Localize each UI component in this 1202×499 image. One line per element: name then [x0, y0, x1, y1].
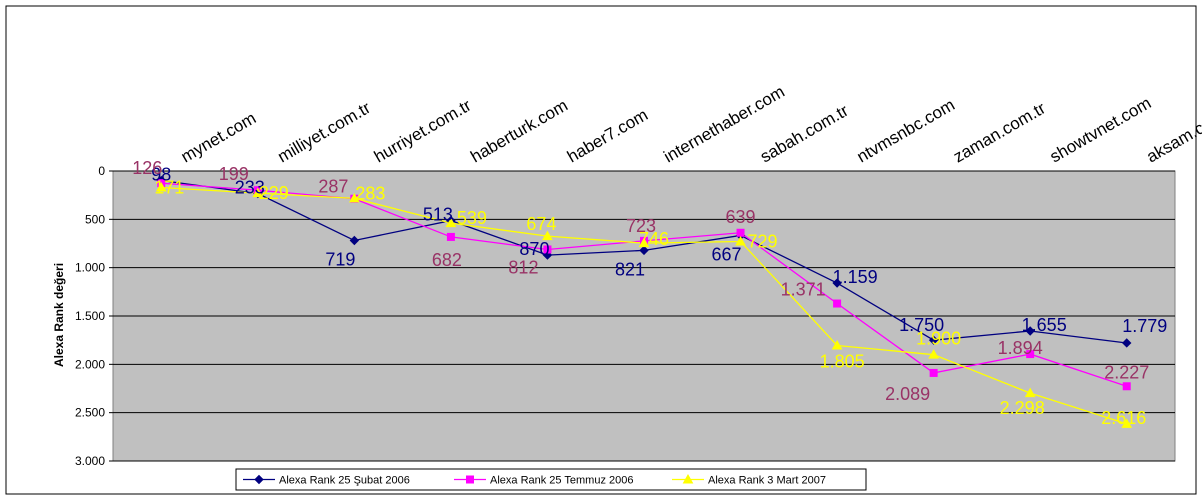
data-point: [543, 245, 552, 254]
data-label: 821: [615, 259, 645, 279]
data-point: [349, 235, 360, 246]
y-tick-label: 500: [85, 212, 105, 226]
data-label: 199: [219, 164, 249, 184]
data-point: [542, 230, 553, 241]
data-label: 1.894: [998, 338, 1043, 358]
data-point: [735, 235, 746, 246]
legend-marker: [682, 473, 694, 484]
data-label: 1.159: [833, 267, 878, 287]
data-label: 639: [726, 207, 756, 227]
data-point: [155, 182, 167, 192]
data-point: [1122, 338, 1132, 348]
data-label: 1.655: [1022, 315, 1067, 335]
y-axis-title: Alexa Rank değeri: [52, 263, 66, 367]
data-label: 2.089: [885, 384, 930, 404]
data-point: [1025, 326, 1035, 336]
data-label: 1.900: [916, 329, 961, 349]
data-point: [639, 245, 649, 256]
y-tick-label: 2.500: [75, 406, 105, 420]
data-point: [831, 339, 843, 350]
data-label: 233: [235, 178, 265, 198]
data-point: [833, 299, 842, 308]
data-label: 1.779: [1122, 316, 1167, 336]
data-label: 287: [318, 177, 348, 197]
y-tick-label: 1.500: [75, 309, 105, 323]
data-label: 539: [457, 208, 487, 228]
legend: Alexa Rank 25 Şubat 2006 Alexa Rank 25 Te…: [235, 468, 867, 491]
data-label: 1.371: [781, 280, 826, 300]
data-label: 2.616: [1101, 408, 1146, 428]
data-label: 229: [259, 183, 289, 203]
data-label: 1.750: [899, 315, 944, 335]
data-label: 2.227: [1104, 362, 1149, 382]
data-point: [445, 217, 457, 228]
y-tick-label: 2.000: [75, 357, 105, 371]
data-label: 723: [626, 216, 656, 236]
data-label: 171: [154, 178, 184, 198]
legend-label: Alexa Rank 3 Mart 2007: [708, 475, 826, 487]
data-point: [446, 232, 455, 241]
data-point: [1024, 387, 1036, 398]
y-tick-label: 3.000: [75, 454, 105, 468]
data-label: 667: [712, 244, 742, 264]
data-label: 719: [325, 250, 355, 270]
gridlines: [109, 170, 1175, 462]
data-point: [736, 228, 745, 237]
series-markers: [155, 175, 1133, 428]
data-label: 98: [151, 164, 171, 184]
data-point: [928, 349, 939, 359]
y-tick-label: 1.000: [75, 261, 105, 275]
data-label: 812: [508, 257, 538, 277]
y-tick-label: 0: [98, 164, 105, 178]
data-label: 682: [432, 250, 462, 270]
data-point: [1121, 418, 1133, 428]
data-point: [832, 278, 842, 288]
legend-label: Alexa Rank 25 Temmuz 2006: [490, 475, 634, 487]
data-label: 1.805: [820, 351, 865, 371]
data-point: [252, 187, 264, 198]
data-point: [928, 335, 939, 345]
data-label: 2.298: [1000, 398, 1045, 418]
legend-label: Alexa Rank 25 Şubat 2006: [279, 475, 410, 487]
data-labels: 98 233 719 513 870 821 667 1.159 1.750 1.655 1.779…: [132, 158, 1167, 428]
data-label: 870: [519, 239, 549, 259]
legend-marker: [254, 474, 264, 485]
data-point: [929, 368, 938, 377]
data-point: [349, 192, 360, 203]
data-label: 283: [355, 183, 385, 203]
legend-box: [235, 468, 867, 491]
data-point: [1122, 382, 1131, 391]
data-label: 126: [132, 158, 162, 178]
data-label: 746: [639, 229, 669, 249]
data-label: 729: [748, 231, 778, 251]
data-label: 513: [423, 205, 453, 225]
legend-marker: [466, 475, 474, 484]
data-label: 674: [526, 214, 556, 234]
data-point: [1026, 350, 1035, 359]
data-point: [638, 237, 650, 248]
y-axis-ticks: 0 500 1.000 1.500 2.000 2.500 3.000: [75, 164, 105, 468]
